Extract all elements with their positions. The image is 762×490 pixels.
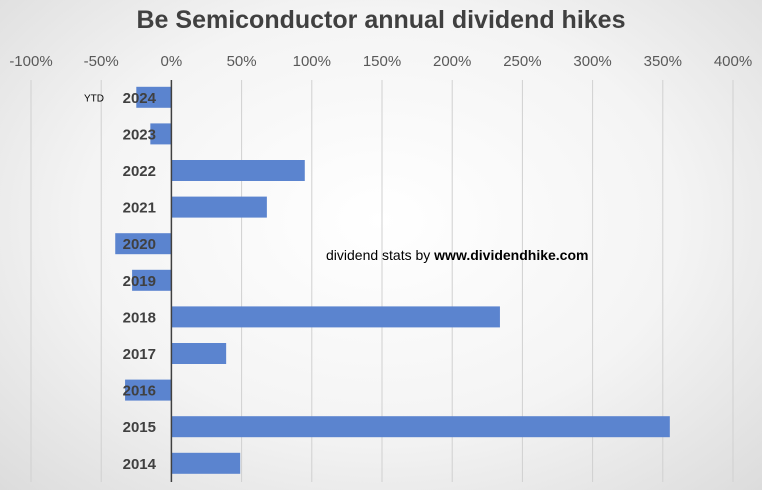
x-tick-label: -100% bbox=[9, 53, 52, 70]
category-label: 2018 bbox=[123, 309, 156, 326]
x-tick-label: 200% bbox=[433, 53, 471, 70]
category-label: 2016 bbox=[123, 383, 156, 400]
bar-2017 bbox=[171, 343, 227, 364]
category-label: 2020 bbox=[123, 236, 156, 253]
x-tick-label: 250% bbox=[503, 53, 541, 70]
annotation-source: www.dividendhike.com bbox=[434, 247, 589, 263]
category-label: 2022 bbox=[123, 163, 156, 180]
category-label: 2015 bbox=[123, 419, 156, 436]
x-tick-label: -50% bbox=[84, 53, 119, 70]
bar-2024 bbox=[136, 86, 172, 108]
category-label: 2023 bbox=[123, 126, 156, 143]
bar-2016 bbox=[125, 379, 172, 401]
x-tick-label: 150% bbox=[363, 53, 401, 70]
bar-2018 bbox=[171, 306, 500, 328]
category-label: 2021 bbox=[123, 200, 156, 217]
category-label: 2024 bbox=[123, 90, 157, 107]
bar-2020 bbox=[115, 233, 172, 255]
chart-title: Be Semiconductor annual dividend hikes bbox=[136, 6, 626, 34]
category-label: 2017 bbox=[123, 346, 156, 363]
x-tick-label: 400% bbox=[714, 53, 752, 70]
bar-2014 bbox=[171, 452, 241, 474]
category-label: 2014 bbox=[123, 456, 157, 473]
bar-2021 bbox=[171, 196, 267, 218]
source-annotation: dividend stats by www.dividendhike.com bbox=[326, 247, 588, 263]
bar-2019 bbox=[132, 269, 172, 291]
ytd-label: YTD bbox=[84, 93, 104, 104]
x-tick-label: 350% bbox=[644, 53, 682, 70]
annotation-prefix: dividend stats by bbox=[326, 247, 435, 263]
bar-2022 bbox=[171, 160, 305, 181]
x-tick-label: 0% bbox=[161, 53, 183, 70]
x-tick-label: 50% bbox=[227, 53, 257, 70]
x-tick-label: 300% bbox=[573, 53, 611, 70]
bar-2015 bbox=[171, 416, 670, 438]
x-tick-label: 100% bbox=[293, 53, 331, 70]
category-label: 2019 bbox=[123, 273, 156, 290]
bar-2023 bbox=[150, 123, 172, 145]
